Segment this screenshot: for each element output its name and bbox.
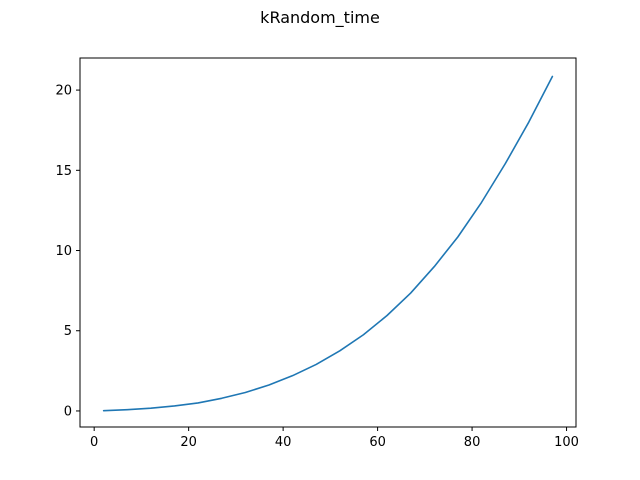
x-tick-label: 40 bbox=[275, 435, 292, 450]
x-tick-label: 60 bbox=[369, 435, 386, 450]
y-tick-label: 0 bbox=[64, 404, 72, 419]
x-tick-label: 20 bbox=[180, 435, 197, 450]
y-tick-label: 15 bbox=[55, 164, 72, 179]
x-tick-label: 80 bbox=[464, 435, 481, 450]
x-tick-label: 0 bbox=[90, 435, 98, 450]
x-tick-label: 100 bbox=[554, 435, 579, 450]
plot-area: 0 20 40 60 80 100 0 5 10 15 20 bbox=[55, 57, 579, 450]
chart-title: kRandom_time bbox=[260, 8, 380, 28]
y-tick-label: 20 bbox=[55, 84, 72, 99]
axes-frame bbox=[79, 57, 577, 428]
y-tick-label: 5 bbox=[64, 324, 72, 339]
y-tick-label: 10 bbox=[55, 244, 72, 259]
series-line-0 bbox=[102, 75, 554, 412]
